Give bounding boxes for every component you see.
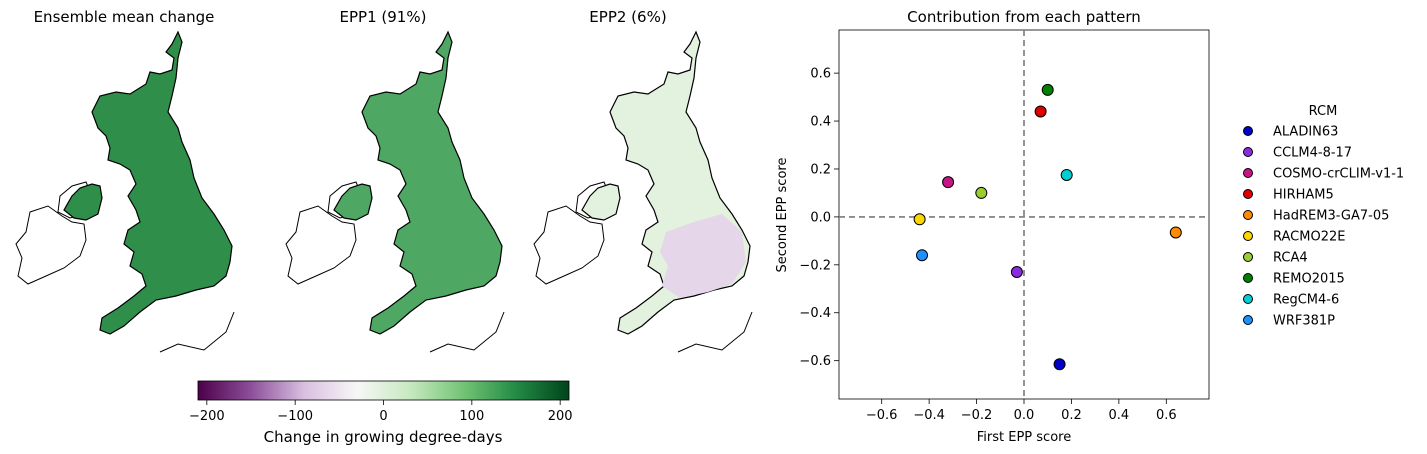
france-coast xyxy=(159,311,235,353)
data-points xyxy=(913,83,1182,371)
legend-marker-wrf381p xyxy=(1243,315,1253,325)
x-tick-label: −0.2 xyxy=(961,408,993,423)
point-rca4 xyxy=(975,186,988,199)
map-panel-epp1: EPP1 (91%) xyxy=(285,8,505,353)
point-racmo22e xyxy=(913,213,926,226)
colorbar-tick-label: 0 xyxy=(379,409,387,424)
legend-items: ALADIN63 CCLM4-8-17 COSMO-crCLIM-v1-1 HIRHA… xyxy=(1243,125,1404,329)
y-tick-label: 0.6 xyxy=(810,67,831,82)
x-tick-label: 0.4 xyxy=(1109,408,1130,423)
colorbar-gradient xyxy=(197,380,570,401)
colorbar-ticks: −200 −100 0 100 200 xyxy=(189,400,573,424)
y-tick-label: −0.4 xyxy=(799,306,831,321)
reference-lines xyxy=(839,30,1209,399)
legend-label-rca4: RCA4 xyxy=(1273,251,1308,266)
y-tick-label: 0.2 xyxy=(810,162,831,177)
x-tick-label: 0.2 xyxy=(1061,408,1082,423)
x-tick-label: −0.6 xyxy=(866,408,898,423)
map-title-epp2: EPP2 (6%) xyxy=(589,8,666,26)
point-cosmo-crclim-v1-1 xyxy=(942,176,955,189)
legend-label-racmo22e: RACMO22E xyxy=(1273,230,1345,245)
colorbar-tick-label: −100 xyxy=(277,409,313,424)
legend-marker-cosmo-crclim-v1-1 xyxy=(1243,168,1253,178)
legend-label-wrf381p: WRF381P xyxy=(1273,314,1335,329)
south-east-negative-region xyxy=(660,214,746,298)
legend-label-hirham5: HIRHAM5 xyxy=(1273,188,1334,203)
legend-marker-aladin63 xyxy=(1243,126,1253,136)
y-tick-label: 0.4 xyxy=(810,115,831,130)
y-tick-label: −0.2 xyxy=(799,258,831,273)
point-wrf381p xyxy=(916,249,929,262)
france-coast xyxy=(677,311,753,353)
legend-marker-regcm4-6 xyxy=(1243,294,1253,304)
legend-label-remo2015: REMO2015 xyxy=(1273,272,1345,287)
map-panel-mean: Ensemble mean change xyxy=(15,8,235,353)
legend-label-aladin63: ALADIN63 xyxy=(1273,125,1338,140)
colorbar-tick-label: 100 xyxy=(459,409,484,424)
x-tick-label: −0.4 xyxy=(913,408,945,423)
colorbar-tick-label: 200 xyxy=(548,409,573,424)
legend-marker-racmo22e xyxy=(1243,231,1253,241)
legend: RCM ALADIN63 CCLM4-8-17 COSMO-crCLIM-v1-1 H… xyxy=(1243,104,1404,329)
legend-marker-cclm4-8-17 xyxy=(1243,147,1253,157)
colorbar: −200 −100 0 100 200 Change in growing degree… xyxy=(189,380,573,446)
point-remo2015 xyxy=(1041,83,1054,96)
x-axis-ticks: −0.6 −0.4 −0.2 0.0 0.2 0.4 0.6 xyxy=(866,399,1177,423)
point-hadrem3-ga7-05 xyxy=(1169,226,1182,239)
legend-label-hadrem3-ga7-05: HadREM3-GA7-05 xyxy=(1273,209,1389,224)
legend-label-cclm4-8-17: CCLM4-8-17 xyxy=(1273,146,1352,161)
x-tick-label: 0.0 xyxy=(1014,408,1035,423)
chart-title: Contribution from each pattern xyxy=(907,8,1141,26)
map-panel-epp2: EPP2 (6%) xyxy=(533,8,753,353)
y-axis-ticks: −0.6 −0.4 −0.2 0.0 0.2 0.4 0.6 xyxy=(799,67,839,369)
map-title-mean: Ensemble mean change xyxy=(34,8,215,26)
legend-marker-remo2015 xyxy=(1243,273,1253,283)
colorbar-label: Change in growing degree-days xyxy=(264,428,503,446)
y-tick-label: 0.0 xyxy=(810,210,831,225)
colorbar-tick-label: −200 xyxy=(189,409,225,424)
x-tick-label: 0.6 xyxy=(1156,408,1177,423)
y-axis-label: Second EPP score xyxy=(775,158,790,273)
point-cclm4-8-17 xyxy=(1010,266,1023,279)
y-tick-label: −0.6 xyxy=(799,354,831,369)
x-axis-label: First EPP score xyxy=(977,430,1071,445)
map-title-epp1: EPP1 (91%) xyxy=(340,8,427,26)
legend-title: RCM xyxy=(1309,104,1338,119)
legend-marker-hadrem3-ga7-05 xyxy=(1243,210,1253,220)
gb-map-epp1 xyxy=(333,31,503,335)
legend-marker-rca4 xyxy=(1243,252,1253,262)
legend-label-regcm4-6: RegCM4-6 xyxy=(1273,293,1339,308)
point-aladin63 xyxy=(1053,358,1066,371)
france-coast xyxy=(429,311,505,353)
point-hirham5 xyxy=(1034,105,1047,118)
gb-map-epp2 xyxy=(581,31,751,335)
legend-label-cosmo-crclim-v1-1: COSMO-crCLIM-v1-1 xyxy=(1273,167,1404,182)
gb-map-mean xyxy=(63,31,233,335)
scatter-chart: Contribution from each pattern −0.6 −0.4−… xyxy=(775,8,1210,445)
legend-marker-hirham5 xyxy=(1243,189,1253,199)
point-regcm4-6 xyxy=(1060,168,1073,181)
